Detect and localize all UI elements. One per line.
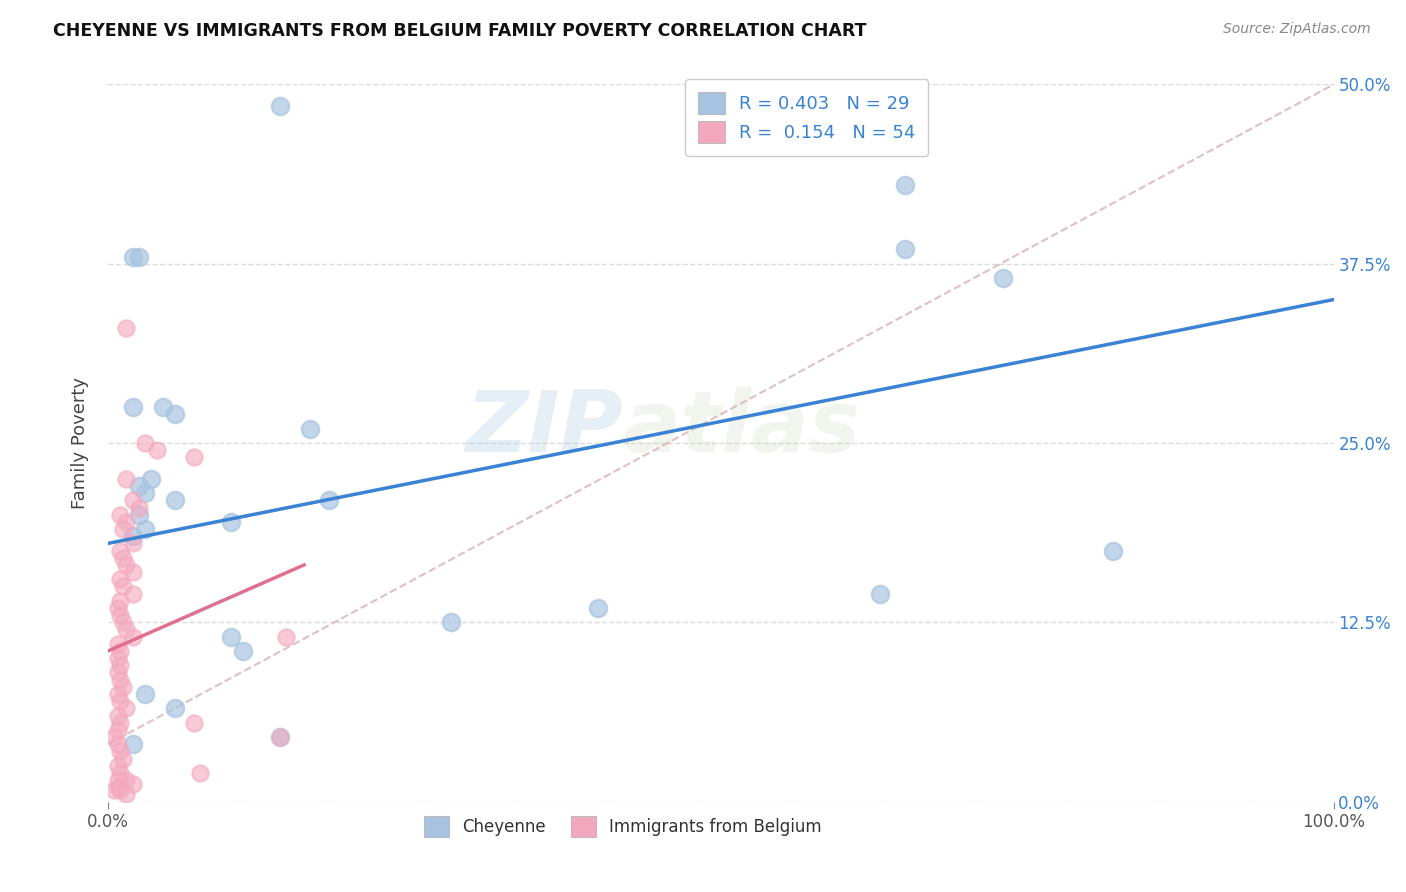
Point xyxy=(146,443,169,458)
Point xyxy=(115,773,138,788)
Text: ZIP: ZIP xyxy=(465,387,623,470)
Text: Source: ZipAtlas.com: Source: ZipAtlas.com xyxy=(1223,22,1371,37)
Point xyxy=(269,730,291,744)
Point xyxy=(110,572,132,586)
Point xyxy=(134,522,156,536)
Point xyxy=(110,783,132,797)
Y-axis label: Family Poverty: Family Poverty xyxy=(72,377,89,509)
Point xyxy=(128,479,150,493)
Point xyxy=(111,550,134,565)
Point xyxy=(299,422,322,436)
Point xyxy=(139,472,162,486)
Point xyxy=(128,500,150,515)
Point xyxy=(219,515,242,529)
Point xyxy=(165,493,187,508)
Point xyxy=(121,777,143,791)
Point xyxy=(121,565,143,579)
Point xyxy=(121,586,143,600)
Point xyxy=(115,321,138,335)
Point xyxy=(121,529,143,543)
Point xyxy=(121,630,143,644)
Point xyxy=(586,601,609,615)
Point xyxy=(110,608,132,623)
Point xyxy=(188,765,211,780)
Point xyxy=(274,630,297,644)
Point xyxy=(893,243,915,257)
Point xyxy=(111,522,134,536)
Point xyxy=(991,271,1014,285)
Point xyxy=(115,701,138,715)
Point xyxy=(121,536,143,550)
Point xyxy=(107,737,129,751)
Point xyxy=(107,601,129,615)
Point xyxy=(107,651,129,665)
Point xyxy=(121,250,143,264)
Point xyxy=(115,558,138,572)
Point xyxy=(269,99,291,113)
Point xyxy=(440,615,463,630)
Text: CHEYENNE VS IMMIGRANTS FROM BELGIUM FAMILY POVERTY CORRELATION CHART: CHEYENNE VS IMMIGRANTS FROM BELGIUM FAMI… xyxy=(53,22,868,40)
Point xyxy=(269,730,291,744)
Point xyxy=(111,615,134,630)
Point xyxy=(115,623,138,637)
Point xyxy=(165,407,187,421)
Point xyxy=(893,178,915,192)
Point xyxy=(134,436,156,450)
Point xyxy=(110,644,132,658)
Point xyxy=(103,730,125,744)
Text: atlas: atlas xyxy=(623,387,860,470)
Point xyxy=(110,715,132,730)
Point xyxy=(115,788,138,802)
Point xyxy=(183,450,205,465)
Point xyxy=(107,637,129,651)
Point xyxy=(165,701,187,715)
Point xyxy=(219,630,242,644)
Point xyxy=(869,586,891,600)
Point xyxy=(107,780,129,795)
Point xyxy=(318,493,340,508)
Point xyxy=(110,673,132,687)
Point xyxy=(107,665,129,680)
Point xyxy=(107,708,129,723)
Point xyxy=(110,744,132,758)
Legend: Cheyenne, Immigrants from Belgium: Cheyenne, Immigrants from Belgium xyxy=(418,810,828,844)
Point xyxy=(110,694,132,708)
Point xyxy=(110,765,132,780)
Point xyxy=(107,758,129,772)
Point xyxy=(1102,543,1125,558)
Point xyxy=(111,680,134,694)
Point xyxy=(107,723,129,737)
Point xyxy=(128,250,150,264)
Point xyxy=(110,594,132,608)
Point xyxy=(152,400,174,414)
Point xyxy=(103,783,125,797)
Point xyxy=(134,486,156,500)
Point xyxy=(111,751,134,765)
Point xyxy=(128,508,150,522)
Point xyxy=(121,400,143,414)
Point xyxy=(111,579,134,593)
Point xyxy=(183,715,205,730)
Point xyxy=(107,687,129,701)
Point xyxy=(121,737,143,751)
Point xyxy=(110,543,132,558)
Point xyxy=(134,687,156,701)
Point xyxy=(110,508,132,522)
Point xyxy=(110,658,132,673)
Point xyxy=(232,644,254,658)
Point xyxy=(107,773,129,788)
Point xyxy=(115,472,138,486)
Point xyxy=(115,515,138,529)
Point xyxy=(121,493,143,508)
